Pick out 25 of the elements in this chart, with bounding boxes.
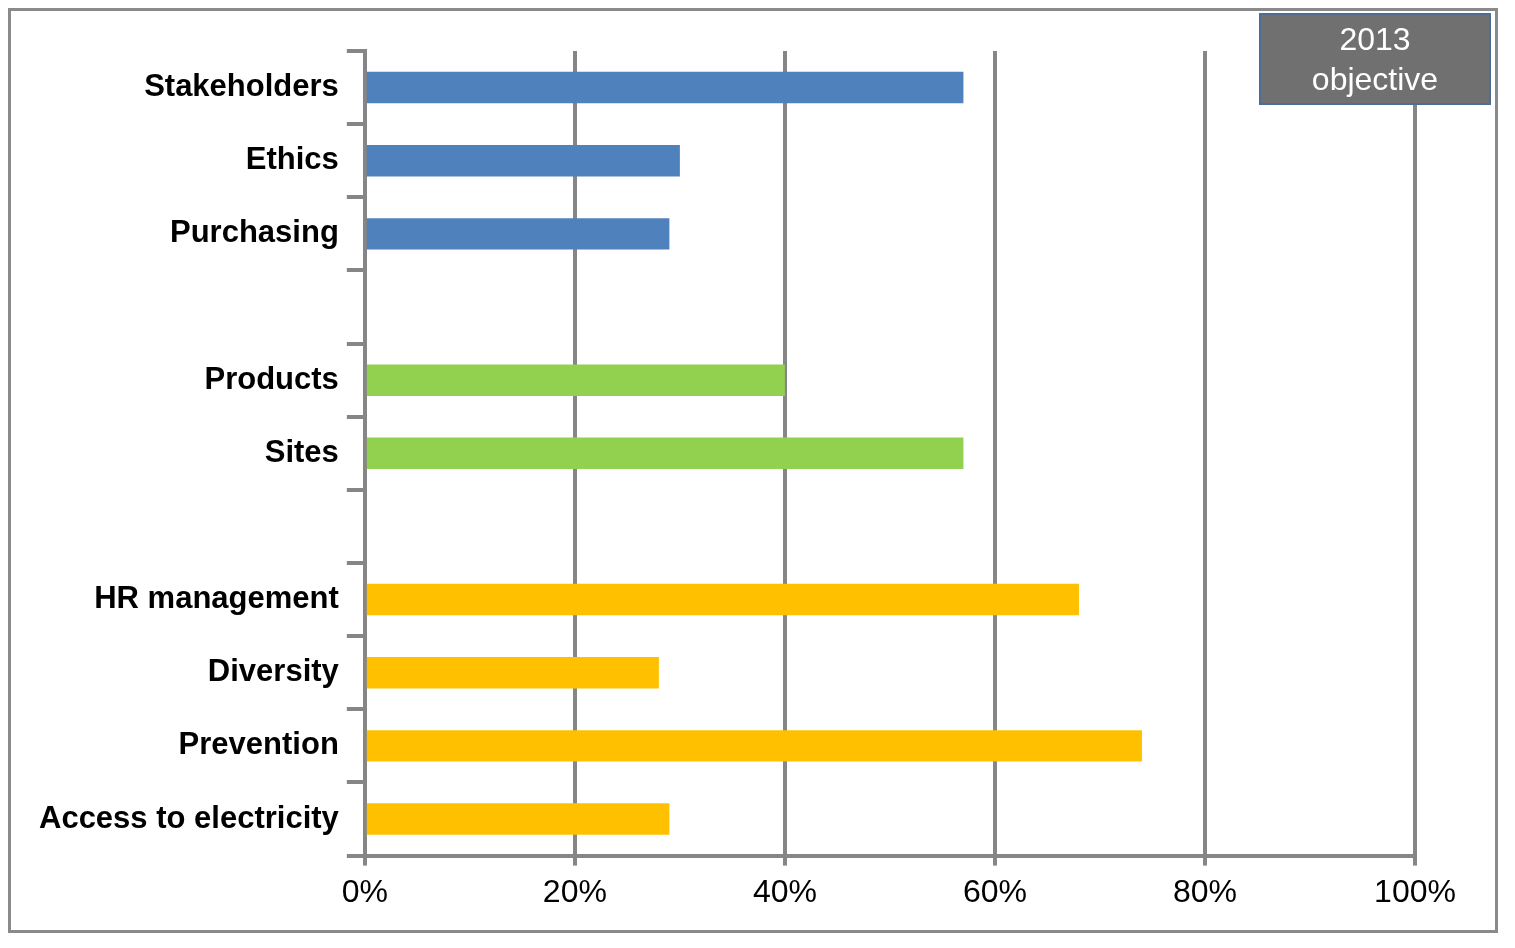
bar [366,71,964,104]
bar [366,583,1079,616]
x-tick-label: 40% [752,872,817,909]
x-tick-label: 20% [542,872,607,909]
y-tick-label: Purchasing [170,214,339,250]
x-tick-label: 60% [962,872,1027,909]
x-tick-label: 0% [341,872,388,909]
y-tick-label: Access to electricity [39,799,340,835]
annotation: 2013 objective [1310,20,1440,99]
x-tick-label: 80% [1172,872,1237,909]
y-tick-label: HR management [94,580,339,616]
y-tick-label: Diversity [207,653,340,689]
bar [366,657,659,689]
y-tick-label: Ethics [245,141,339,177]
bar [366,730,1142,762]
bar [366,218,670,250]
y-tick-label: Sites [264,433,339,469]
bar [366,803,670,835]
y-tick-label: Prevention [178,726,339,762]
bar [366,437,964,470]
y-tick-label: Products [204,360,339,396]
bar [366,364,785,396]
y-tick-label: Stakeholders [144,68,339,104]
x-tick-label: 100% [1374,872,1456,909]
bar [366,144,680,177]
